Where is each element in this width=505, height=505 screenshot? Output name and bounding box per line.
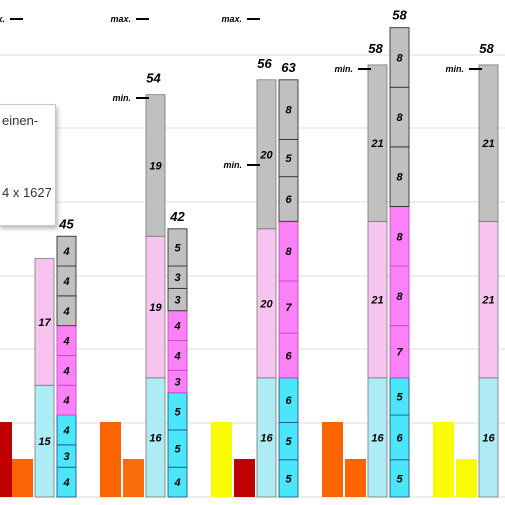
stacked-bar-segment <box>367 64 388 222</box>
segment-value-label: 21 <box>370 138 383 150</box>
stacked-bar-total-label: 54 <box>146 71 161 86</box>
marker-label: max. <box>221 14 242 24</box>
segment-bar-part <box>389 27 410 88</box>
segment-value-label: 16 <box>260 432 273 444</box>
segment-value-label: 5 <box>285 153 292 165</box>
segment-value-label: 15 <box>38 436 51 448</box>
segment-value-label: 6 <box>285 350 292 362</box>
segment-value-label: 16 <box>371 432 384 444</box>
stacked-bar-total-label: 58 <box>479 41 494 56</box>
segment-bar-part <box>278 79 299 140</box>
segment-bar-total-label: 63 <box>281 60 296 75</box>
segment-value-label: 8 <box>396 291 403 303</box>
segment-value-label: 4 <box>173 350 180 362</box>
category-bar <box>211 422 232 497</box>
segment-value-label: 3 <box>63 451 69 463</box>
tooltip-line-2: 4 x 1627 <box>2 185 52 200</box>
category-bar <box>345 459 366 497</box>
segment-value-label: 17 <box>38 317 51 329</box>
segment-value-label: 4 <box>62 306 69 318</box>
category-bar <box>100 422 121 497</box>
segment-value-label: 21 <box>481 295 494 307</box>
segment-value-label: 5 <box>174 444 181 456</box>
segment-value-label: 4 <box>62 477 69 489</box>
segment-value-label: 6 <box>285 194 292 206</box>
segment-value-label: 6 <box>285 395 292 407</box>
marker-label: max. <box>110 14 131 24</box>
segment-value-label: 4 <box>173 477 180 489</box>
segment-value-label: 6 <box>396 432 403 444</box>
segment-value-label: 3 <box>174 295 180 307</box>
tooltip-line-1: einen- <box>2 113 39 128</box>
segment-value-label: 3 <box>174 272 180 284</box>
segment-value-label: 4 <box>173 321 180 333</box>
segment-value-label: 8 <box>285 105 292 117</box>
segment-value-label: 7 <box>285 302 292 314</box>
segment-value-label: 4 <box>62 246 69 258</box>
segment-value-label: 20 <box>259 298 273 310</box>
segment-bar-total-label: 45 <box>58 216 74 231</box>
segment-bar-total-label: 58 <box>392 8 407 23</box>
stacked-bar-total-label: 58 <box>368 41 383 56</box>
stacked-bar-segment <box>256 79 277 230</box>
segment-value-label: 4 <box>62 336 69 348</box>
category-bar <box>123 459 144 497</box>
segment-value-label: 5 <box>174 406 181 418</box>
segment-value-label: 8 <box>396 112 403 124</box>
segment-value-label: 19 <box>149 160 162 172</box>
stacked-bar-segment <box>478 64 499 222</box>
segment-value-label: 8 <box>396 231 403 243</box>
segment-value-label: 16 <box>149 432 162 444</box>
segment-bar-total-label: 42 <box>169 209 185 224</box>
category-bar <box>322 422 343 497</box>
segment-value-label: 8 <box>396 52 403 64</box>
segment-value-label: 4 <box>62 276 69 288</box>
segment-value-label: 5 <box>396 391 403 403</box>
segment-value-label: 21 <box>370 295 383 307</box>
marker-label: min. <box>445 64 464 74</box>
tooltip: einen- 4 x 1627 <box>0 104 56 226</box>
segment-value-label: 5 <box>285 436 292 448</box>
category-bar <box>0 422 12 497</box>
segment-value-label: 8 <box>396 172 403 184</box>
segment-value-label: 4 <box>62 425 69 437</box>
segment-value-label: 5 <box>174 242 181 254</box>
segment-value-label: 16 <box>482 432 495 444</box>
category-bar <box>456 459 477 497</box>
stacked-bar-segment <box>34 258 55 386</box>
stacked-bar-total-label: 56 <box>257 56 272 71</box>
marker-label: min. <box>112 93 131 103</box>
segment-value-label: 4 <box>62 365 69 377</box>
marker-label: max. <box>0 14 5 24</box>
category-bar <box>12 459 33 497</box>
segment-value-label: 21 <box>481 138 494 150</box>
segment-bar-part <box>56 235 77 267</box>
marker-label: min. <box>334 64 353 74</box>
segment-value-label: 3 <box>174 377 180 389</box>
segment-value-label: 19 <box>149 302 162 314</box>
segment-value-label: 5 <box>285 473 292 485</box>
segment-bar-part <box>167 228 188 267</box>
stacked-bar-segment <box>145 94 166 237</box>
segment-value-label: 20 <box>259 149 273 161</box>
category-bar <box>234 459 255 497</box>
marker-label: min. <box>223 160 242 170</box>
segment-value-label: 4 <box>62 395 69 407</box>
segment-value-label: 7 <box>396 347 403 359</box>
segment-value-label: 8 <box>285 246 292 258</box>
category-bar <box>433 422 454 497</box>
segment-value-label: 5 <box>396 473 403 485</box>
